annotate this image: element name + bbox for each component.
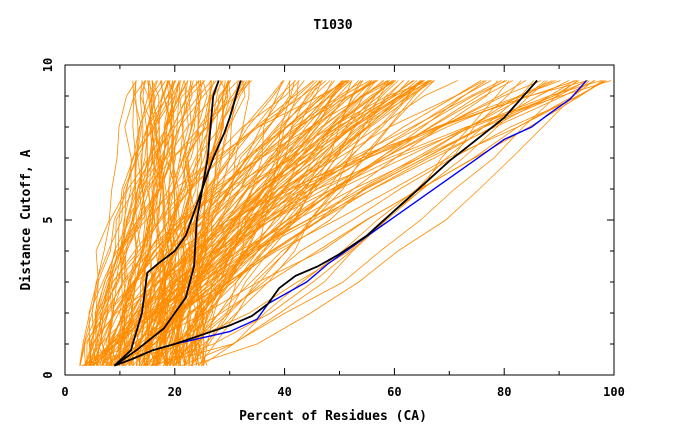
model-curve (143, 80, 359, 366)
model-curve (131, 80, 147, 366)
model-curve (85, 80, 248, 366)
chart-title: T1030 (313, 18, 352, 33)
model-curve (124, 80, 418, 366)
x-tick-label: 40 (277, 385, 291, 399)
model-curve (165, 80, 204, 366)
y-tick-label: 5 (41, 216, 55, 223)
model-curve (132, 80, 147, 366)
model-curve (192, 80, 245, 366)
model-curve (181, 80, 510, 367)
model-curve (171, 80, 201, 366)
model-curve (166, 80, 596, 366)
model-curve (150, 80, 569, 366)
x-tick-label: 60 (387, 385, 401, 399)
model-curve (79, 80, 349, 366)
y-axis-title: Distance Cutoff, A (19, 149, 34, 290)
axis-tick-labels: 0 20 40 60 80 100 0 5 10 (41, 58, 625, 399)
model-curve (178, 80, 323, 366)
model-curve (184, 80, 527, 366)
series-line-3 (113, 80, 242, 367)
model-curve (138, 80, 284, 366)
model-curve (125, 80, 485, 366)
model-curve (102, 80, 507, 366)
model-curve (174, 80, 604, 366)
model-curve (128, 80, 156, 366)
series-line-1 (114, 80, 588, 367)
x-axis-title: Percent of Residues (CA) (239, 409, 427, 424)
model-curve (149, 80, 170, 366)
model-curve (107, 80, 561, 366)
model-curve (156, 80, 415, 366)
model-curve (102, 80, 556, 366)
model-curve (148, 80, 410, 366)
model-curve (142, 80, 168, 366)
model-curve (203, 80, 321, 366)
model-curve (88, 80, 217, 366)
y-tick-label: 0 (41, 371, 55, 378)
model-curve (198, 80, 431, 366)
model-curve (188, 80, 546, 366)
model-curve (88, 80, 431, 366)
model-curves (79, 80, 612, 367)
model-curve (155, 80, 458, 366)
model-curve (130, 80, 588, 366)
model-curve (172, 80, 399, 366)
series-line-2 (114, 79, 538, 367)
model-curve (147, 80, 157, 366)
model-curve (190, 80, 590, 367)
model-curve (82, 80, 553, 367)
model-curve (79, 80, 201, 366)
model-curve (151, 80, 578, 367)
model-curve (200, 80, 535, 367)
model-curve (168, 80, 284, 366)
model-curve (121, 80, 193, 366)
x-tick-label: 80 (497, 385, 511, 399)
x-tick-label: 100 (603, 385, 625, 399)
model-curve (107, 80, 172, 366)
model-curve (191, 80, 299, 366)
highlighted-curves (113, 79, 588, 367)
model-curve (190, 80, 435, 366)
model-curve (110, 80, 348, 366)
model-curve (121, 80, 164, 366)
model-curve (135, 80, 176, 366)
model-curve (108, 80, 189, 366)
y-tick-label: 10 (41, 58, 55, 72)
model-curve (142, 80, 595, 367)
model-curve (155, 80, 388, 366)
model-curve (96, 80, 577, 366)
model-curve (109, 80, 291, 366)
model-curve (151, 80, 422, 366)
model-curve (92, 80, 305, 366)
model-curve (135, 80, 170, 366)
model-curve (84, 80, 542, 366)
axis-ticks (64, 64, 615, 376)
model-curve (170, 80, 180, 366)
model-curve (144, 80, 390, 366)
model-curve (173, 80, 345, 366)
model-curve (163, 80, 186, 366)
model-curve (154, 80, 318, 366)
model-curve (109, 80, 482, 366)
x-tick-label: 20 (168, 385, 182, 399)
x-tick-label: 0 (61, 385, 68, 399)
series-line-4 (113, 80, 220, 367)
model-curve (147, 80, 410, 366)
model-curve (101, 80, 154, 366)
model-curve (146, 80, 199, 366)
